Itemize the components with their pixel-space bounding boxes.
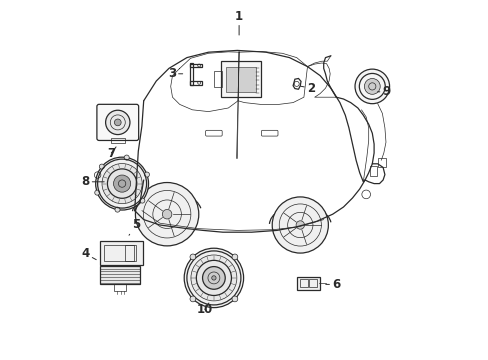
Text: 1: 1	[235, 10, 243, 35]
Text: 9: 9	[377, 85, 390, 98]
Circle shape	[96, 157, 148, 210]
Circle shape	[295, 221, 304, 229]
Circle shape	[115, 207, 120, 212]
Circle shape	[162, 210, 171, 219]
Text: 10: 10	[196, 303, 213, 316]
Text: 5: 5	[129, 219, 140, 235]
Circle shape	[105, 110, 130, 135]
Circle shape	[124, 155, 129, 160]
Circle shape	[190, 296, 195, 302]
Circle shape	[190, 255, 236, 301]
Text: 8: 8	[81, 175, 104, 188]
Circle shape	[140, 198, 144, 203]
Circle shape	[272, 197, 328, 253]
FancyBboxPatch shape	[225, 67, 255, 91]
Circle shape	[95, 190, 100, 195]
Circle shape	[135, 183, 199, 246]
Circle shape	[364, 78, 380, 94]
FancyBboxPatch shape	[296, 277, 320, 290]
FancyBboxPatch shape	[221, 61, 260, 97]
Circle shape	[231, 296, 237, 302]
Text: 6: 6	[325, 278, 340, 291]
Circle shape	[190, 254, 195, 260]
Circle shape	[211, 276, 216, 280]
Circle shape	[144, 172, 149, 177]
Circle shape	[113, 175, 130, 192]
Circle shape	[231, 254, 237, 260]
Circle shape	[99, 164, 104, 169]
Circle shape	[114, 119, 121, 126]
Circle shape	[202, 266, 225, 289]
Text: 7: 7	[107, 147, 116, 159]
Text: 2: 2	[300, 82, 315, 95]
Circle shape	[102, 163, 142, 204]
Circle shape	[354, 69, 389, 104]
Circle shape	[184, 248, 243, 307]
Text: 3: 3	[167, 67, 183, 80]
FancyBboxPatch shape	[100, 241, 143, 265]
FancyBboxPatch shape	[100, 266, 140, 284]
Text: 4: 4	[81, 247, 96, 260]
FancyBboxPatch shape	[97, 104, 139, 140]
